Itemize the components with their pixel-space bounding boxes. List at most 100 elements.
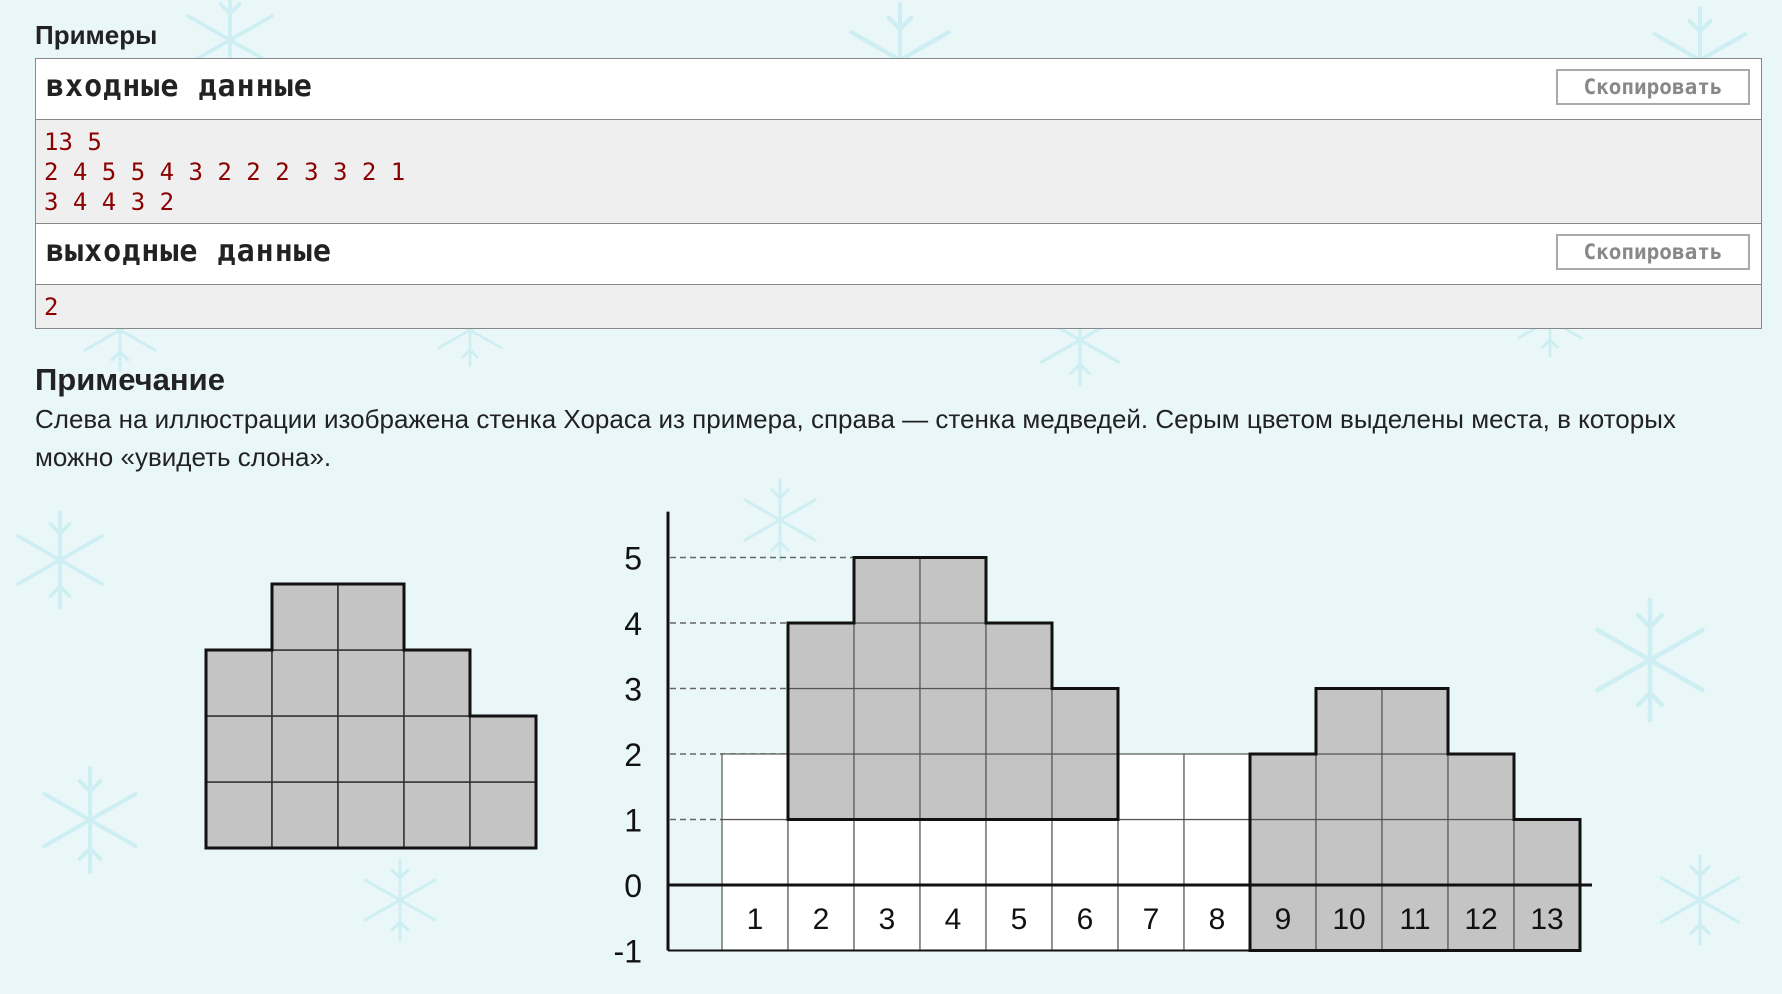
bears-wall-cell: [403, 715, 471, 783]
wall-cell: [721, 818, 789, 886]
x-tick-label: 7: [1143, 903, 1160, 936]
wall-cell: [787, 753, 855, 821]
x-tick-label: 9: [1275, 903, 1292, 936]
column-label-cell: [919, 884, 987, 952]
input-line: 13 5: [44, 128, 102, 156]
y-tick-label: 0: [624, 868, 642, 904]
wall-cell: [853, 818, 921, 886]
wall-cell: [1381, 753, 1449, 821]
wall-cell: [1249, 753, 1317, 821]
note-text: Слева на иллюстрации изображена стенка Х…: [35, 404, 1676, 472]
input-line: 2 4 5 5 4 3 2 2 2 3 3 2 1: [44, 158, 406, 186]
bears-wall-cell: [271, 583, 339, 651]
bears-wall-cell: [403, 649, 471, 717]
bears-wall-outline: [204, 582, 538, 850]
y-tick-label: 4: [624, 606, 642, 642]
bears-wall-cell: [469, 781, 537, 849]
y-tick-label: 3: [624, 672, 642, 708]
x-tick-label: 12: [1464, 903, 1497, 936]
wall-cell: [1315, 687, 1383, 755]
wall-cell: [919, 556, 987, 624]
wall-cell: [1447, 818, 1515, 886]
wall-cell: [853, 622, 921, 690]
input-line: 3 4 4 3 2: [44, 188, 175, 216]
bears-wall-cell: [205, 781, 273, 849]
wall-cell: [1183, 753, 1251, 821]
wall-cell: [1315, 753, 1383, 821]
wall-cell: [853, 687, 921, 755]
wall-cell: [1051, 818, 1119, 886]
highlight-outline: [1248, 687, 1582, 952]
sample-test: входные данные Скопировать 13 5 2 4 5 5 …: [35, 58, 1762, 329]
copy-output-button[interactable]: Скопировать: [1556, 234, 1750, 270]
output-data: 2: [36, 285, 1761, 328]
wall-cell: [1513, 818, 1581, 886]
wall-cell: [721, 753, 789, 821]
wall-cell: [1381, 818, 1449, 886]
wall-cell: [1051, 687, 1119, 755]
wall-cell: [1249, 818, 1317, 886]
highlight-outline: [786, 556, 1120, 821]
wall-cell: [853, 753, 921, 821]
bears-wall-cell: [337, 583, 405, 651]
y-tick-label: 5: [624, 541, 642, 577]
x-tick-label: 2: [813, 903, 830, 936]
output-header: выходные данные Скопировать: [36, 224, 1761, 285]
wall-cell: [1183, 818, 1251, 886]
x-tick-label: 4: [945, 903, 962, 936]
copy-input-button[interactable]: Скопировать: [1556, 69, 1750, 105]
wall-cell: [1315, 818, 1383, 886]
wall-cell: [919, 622, 987, 690]
note-title: Примечание: [35, 362, 225, 397]
column-label-cell: [721, 884, 789, 952]
column-label-cell: [1183, 884, 1251, 952]
wall-cell: [919, 818, 987, 886]
wall-cell: [1381, 687, 1449, 755]
x-tick-label: 11: [1399, 903, 1430, 936]
wall-cell: [787, 622, 855, 690]
bears-wall-cell: [469, 715, 537, 783]
wall-cell: [853, 556, 921, 624]
wall-cell: [985, 687, 1053, 755]
x-tick-label: 10: [1332, 903, 1365, 936]
wall-cell: [1117, 753, 1185, 821]
input-data: 13 5 2 4 5 5 4 3 2 2 2 3 3 2 1 3 4 4 3 2: [36, 120, 1761, 224]
input-title: входные данные: [46, 69, 313, 104]
wall-cell: [787, 818, 855, 886]
column-label-cell: [1315, 884, 1383, 952]
wall-cell: [1051, 753, 1119, 821]
bears-wall-cell: [403, 781, 471, 849]
x-tick-label: 1: [747, 903, 764, 936]
bears-wall-cell: [271, 781, 339, 849]
output-title: выходные данные: [46, 234, 332, 269]
bears-wall-cell: [205, 649, 273, 717]
x-tick-label: 6: [1077, 903, 1094, 936]
wall-cell: [985, 818, 1053, 886]
wall-cell: [985, 622, 1053, 690]
wall-cell: [919, 753, 987, 821]
x-tick-label: 13: [1530, 903, 1563, 936]
wall-cell: [1117, 818, 1185, 886]
bears-wall-cell: [271, 649, 339, 717]
wall-cell: [919, 687, 987, 755]
column-label-cell: [853, 884, 921, 952]
input-header: входные данные Скопировать: [36, 59, 1761, 120]
x-tick-label: 5: [1011, 903, 1028, 936]
bears-wall-cell: [271, 715, 339, 783]
x-tick-label: 3: [879, 903, 896, 936]
output-line: 2: [44, 293, 59, 321]
bears-wall-cell: [337, 715, 405, 783]
x-tick-label: 8: [1209, 903, 1226, 936]
y-tick-label: 2: [624, 737, 642, 773]
bears-wall-cell: [337, 781, 405, 849]
examples-title: Примеры: [35, 20, 158, 50]
wall-cell: [1447, 753, 1515, 821]
wall-cell: [985, 753, 1053, 821]
bears-wall-cell: [337, 649, 405, 717]
y-tick-label: -1: [614, 934, 642, 970]
bears-wall-cell: [205, 715, 273, 783]
wall-cell: [787, 687, 855, 755]
y-tick-label: 1: [624, 803, 642, 839]
column-label-cell: [985, 884, 1053, 952]
